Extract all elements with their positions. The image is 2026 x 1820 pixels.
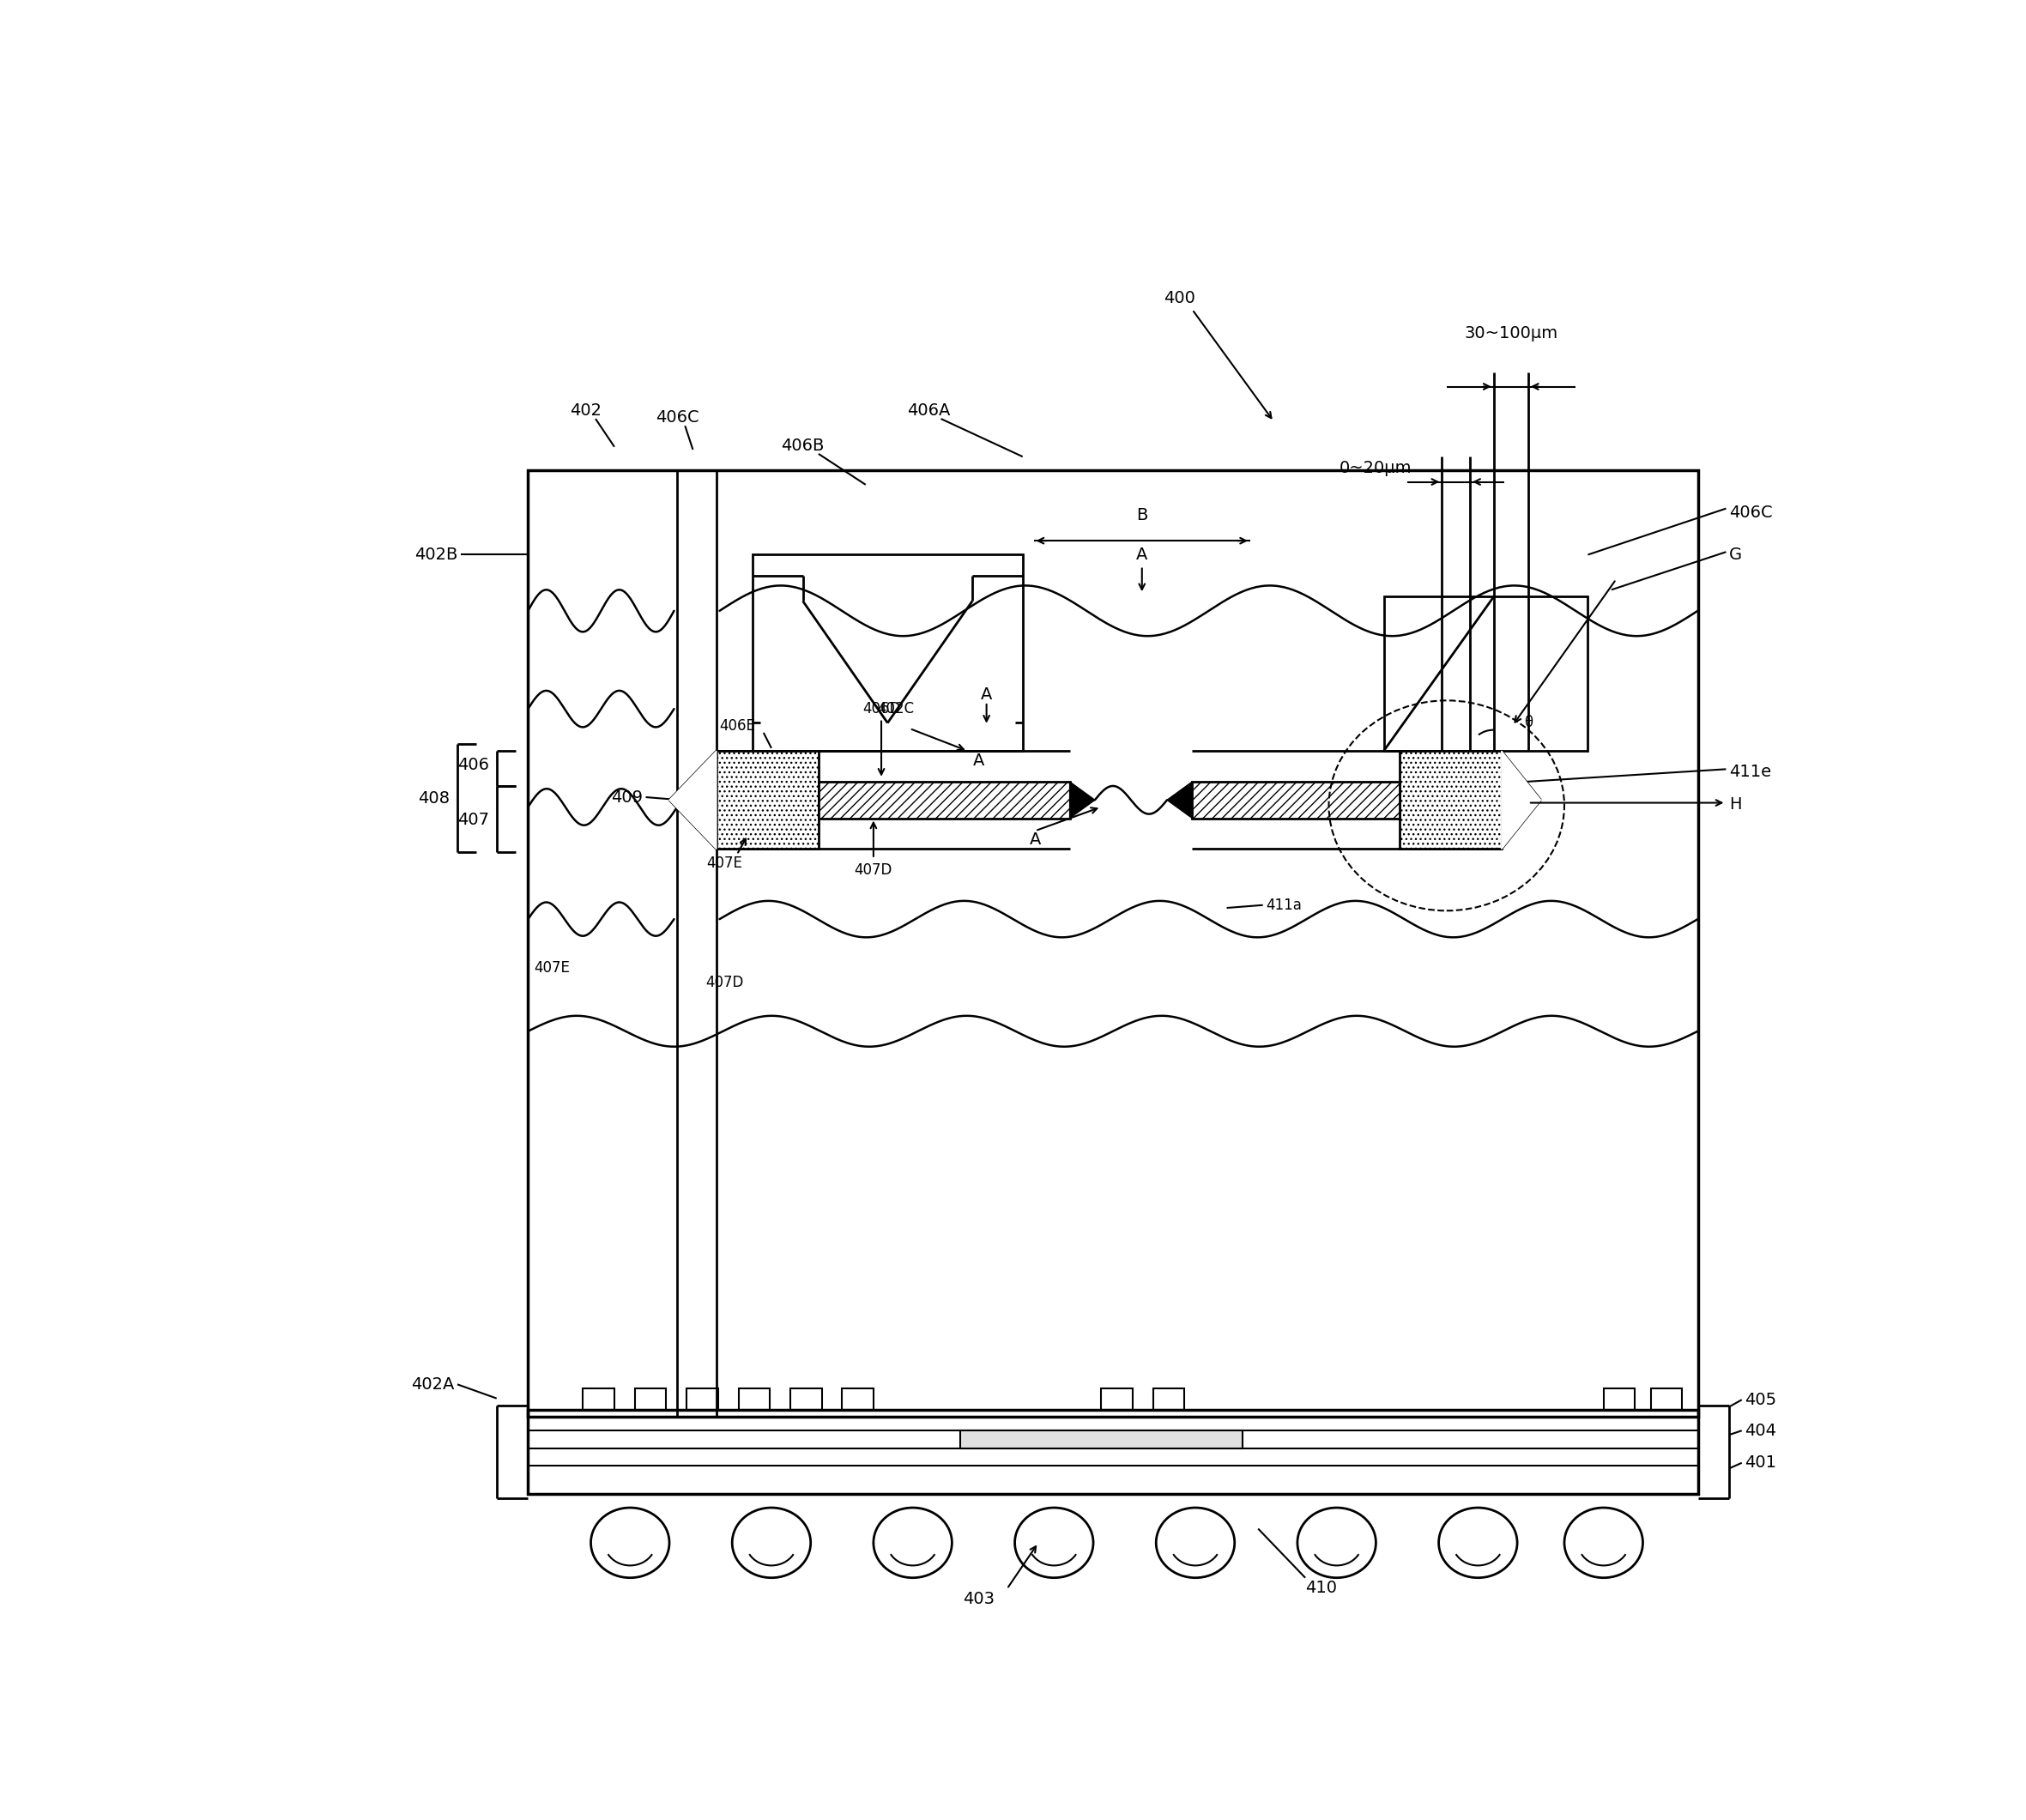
Polygon shape <box>1501 752 1542 848</box>
Text: 411e: 411e <box>1728 764 1771 781</box>
Text: 402C: 402C <box>877 701 914 717</box>
Bar <box>1102 1389 1133 1409</box>
Text: 409: 409 <box>612 790 642 804</box>
Text: 407E: 407E <box>533 961 569 976</box>
Text: 406: 406 <box>458 757 488 774</box>
Text: 410: 410 <box>1305 1580 1337 1596</box>
Text: A: A <box>1029 832 1041 848</box>
Text: 406C: 406C <box>1728 504 1773 521</box>
Polygon shape <box>1167 783 1191 819</box>
Text: 407E: 407E <box>707 855 742 870</box>
Bar <box>819 783 1070 819</box>
Text: H: H <box>1728 795 1742 812</box>
Polygon shape <box>1070 783 1094 819</box>
Bar <box>529 1409 1698 1494</box>
Bar <box>529 471 1698 1416</box>
Text: 402A: 402A <box>411 1376 454 1392</box>
Bar <box>1153 1389 1185 1409</box>
Bar <box>960 1431 1242 1449</box>
Bar <box>790 1389 823 1409</box>
Bar <box>1605 1389 1635 1409</box>
Text: 406E: 406E <box>719 717 756 733</box>
Text: 401: 401 <box>1744 1454 1777 1471</box>
Bar <box>1191 783 1400 819</box>
Text: 411a: 411a <box>1266 897 1303 914</box>
Bar <box>634 1389 667 1409</box>
Text: θ: θ <box>1524 715 1532 730</box>
Text: A: A <box>981 686 993 703</box>
Text: 408: 408 <box>417 790 450 806</box>
Text: B: B <box>1137 508 1147 524</box>
Text: 405: 405 <box>1744 1392 1777 1409</box>
Bar <box>737 1389 770 1409</box>
Bar <box>1384 597 1588 752</box>
Text: 407D: 407D <box>855 863 893 877</box>
Text: 407: 407 <box>458 812 488 828</box>
Bar <box>583 1389 614 1409</box>
Text: 30~100μm: 30~100μm <box>1465 326 1558 342</box>
Text: 402B: 402B <box>413 546 458 562</box>
Bar <box>717 752 819 848</box>
Text: 400: 400 <box>1163 289 1195 306</box>
Text: 404: 404 <box>1744 1423 1777 1440</box>
Text: 402: 402 <box>569 402 602 419</box>
Bar <box>752 555 1023 752</box>
Bar <box>687 1389 717 1409</box>
Text: 406C: 406C <box>656 410 699 426</box>
Text: A: A <box>972 753 985 768</box>
Text: 407D: 407D <box>705 974 744 990</box>
Bar <box>1651 1389 1682 1409</box>
Text: 0~20μm: 0~20μm <box>1339 460 1412 477</box>
Bar <box>843 1389 873 1409</box>
Text: 406D: 406D <box>863 701 900 717</box>
Bar <box>1400 752 1501 848</box>
Text: A: A <box>1137 546 1147 562</box>
Text: 403: 403 <box>962 1591 995 1607</box>
Polygon shape <box>669 752 717 848</box>
Text: G: G <box>1728 546 1742 562</box>
Text: 406B: 406B <box>782 437 825 453</box>
Text: 406A: 406A <box>908 402 950 419</box>
